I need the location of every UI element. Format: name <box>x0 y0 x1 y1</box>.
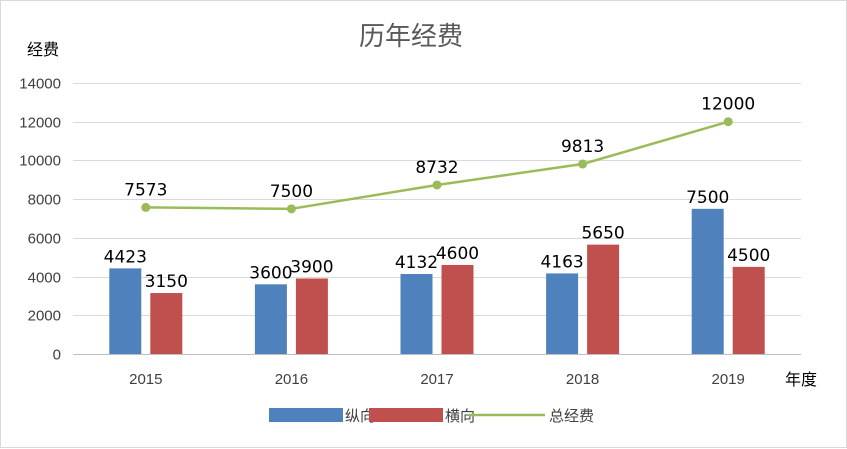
legend-label: 总经费 <box>549 407 594 425</box>
x-tick-label: 2016 <box>275 371 308 388</box>
bar-zongxiang <box>400 274 433 354</box>
legend: 纵向 横向 总经费 <box>269 407 594 425</box>
bar-data-label: 4600 <box>436 244 479 264</box>
y-axis-title: 经费 <box>27 40 59 59</box>
total-point <box>432 180 442 190</box>
chart-title: 历年经费 <box>359 22 463 52</box>
gridlines <box>73 83 801 355</box>
legend-swatch <box>369 408 443 422</box>
x-tick-label: 2017 <box>420 371 453 388</box>
total-point <box>578 159 588 169</box>
y-axis-ticks: 0 2000 4000 6000 8000 10000 12000 14000 <box>19 76 61 364</box>
line-series: 7573 7500 8732 9813 12000 <box>124 95 755 214</box>
x-axis-title: 年度 <box>785 370 817 389</box>
bar-hengxiang <box>732 266 765 354</box>
x-tick-label: 2018 <box>566 371 599 388</box>
y-tick-label: 8000 <box>28 192 61 209</box>
bar-hengxiang <box>441 264 474 354</box>
bar-hengxiang <box>295 278 328 354</box>
line-data-label: 7500 <box>270 182 313 202</box>
bar-zongxiang <box>691 208 724 354</box>
legend-swatch <box>269 408 343 422</box>
y-tick-label: 2000 <box>28 308 61 325</box>
bar-data-label: 4423 <box>104 247 147 267</box>
bar-zongxiang <box>109 268 142 354</box>
line-data-label: 9813 <box>561 137 604 157</box>
x-tick-label: 2015 <box>129 371 162 388</box>
y-tick-label: 12000 <box>19 115 61 132</box>
bar-data-label: 5650 <box>581 224 624 244</box>
line-data-label: 8732 <box>415 158 458 178</box>
bar-data-label: 4132 <box>395 253 438 273</box>
y-tick-label: 10000 <box>19 153 61 170</box>
bar-data-label: 4500 <box>727 246 770 266</box>
total-point <box>141 202 151 212</box>
y-tick-label: 4000 <box>28 270 61 287</box>
legend-label: 纵向 <box>345 407 375 425</box>
y-tick-label: 14000 <box>19 76 61 93</box>
legend-label: 横向 <box>445 407 475 425</box>
y-tick-label: 0 <box>53 347 61 364</box>
bar-data-label: 3600 <box>249 263 292 283</box>
bar-data-label: 7500 <box>686 188 729 208</box>
line-data-label: 7573 <box>124 180 167 200</box>
bar-zongxiang <box>254 284 287 354</box>
bar-series: 4423 3600 4132 4163 7500 3150 3900 4600 5650 4500 <box>104 188 770 354</box>
y-tick-label: 6000 <box>28 231 61 248</box>
bar-data-label: 3150 <box>145 272 188 292</box>
x-tick-label: 2019 <box>712 371 745 388</box>
line-data-label: 12000 <box>701 95 755 115</box>
bar-hengxiang <box>587 244 620 354</box>
bar-hengxiang <box>150 293 183 354</box>
x-axis-ticks: 2015 2016 2017 2018 2019 <box>129 371 745 388</box>
total-point <box>286 204 296 214</box>
total-point <box>723 117 733 127</box>
bar-zongxiang <box>546 273 579 354</box>
bar-data-label: 4163 <box>540 252 583 272</box>
bar-data-label: 3900 <box>290 258 333 278</box>
